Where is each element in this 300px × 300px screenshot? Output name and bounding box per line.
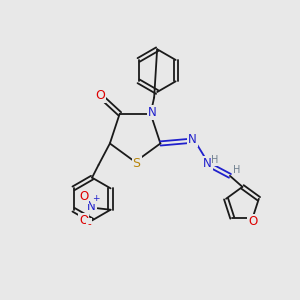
Text: +: + (93, 194, 100, 203)
Text: O: O (248, 215, 257, 228)
Text: -: - (87, 219, 91, 229)
Text: N: N (203, 157, 212, 169)
Text: H: H (212, 155, 219, 165)
Text: O: O (79, 190, 88, 203)
Text: O: O (95, 89, 105, 102)
Text: N: N (188, 133, 197, 146)
Text: O: O (79, 214, 88, 226)
Text: H: H (233, 165, 240, 175)
Text: S: S (133, 157, 141, 170)
Text: N: N (87, 200, 96, 213)
Text: N: N (148, 106, 157, 119)
